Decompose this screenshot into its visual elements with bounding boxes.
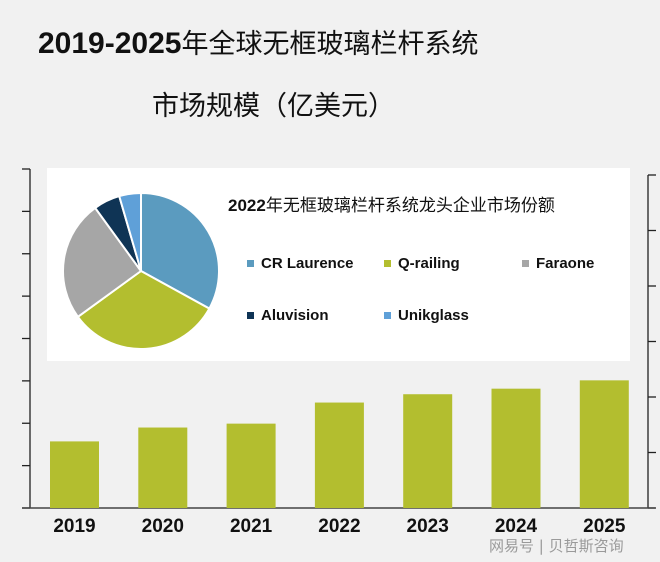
bars	[50, 380, 629, 508]
legend-item-aluvision: Aluvision	[247, 307, 329, 324]
pie-title: 2022年无框玻璃栏杆系统龙头企业市场份额	[228, 191, 555, 216]
legend-swatch	[384, 312, 391, 319]
legend-label: Faraone	[536, 255, 595, 272]
pie-slices	[62, 191, 220, 350]
pie-slice-unikglass	[117, 191, 142, 272]
watermark: 网易号 | 贝哲斯咨询	[489, 537, 624, 555]
x-label-2022: 2022	[318, 516, 361, 537]
legend-swatch	[247, 260, 254, 267]
chart-title-line1: 2019-2025年全球无框玻璃栏杆系统	[38, 22, 478, 61]
bar-2021	[226, 423, 276, 508]
legend-item-cr-laurence: CR Laurence	[247, 255, 354, 272]
pie-slice-cr-laurence	[140, 191, 220, 310]
legend-label: Q-railing	[398, 255, 460, 272]
legend-swatch	[384, 260, 391, 267]
legend-label: Unikglass	[398, 307, 469, 324]
bar-2020	[138, 427, 188, 508]
x-label-2021: 2021	[229, 516, 273, 537]
legend-swatch	[522, 260, 529, 267]
bar-2019	[50, 441, 99, 508]
legend-item-unikglass: Unikglass	[384, 307, 469, 324]
bar-2023	[403, 394, 453, 508]
chart-title-line2: 市场规模（亿美元）	[152, 91, 395, 122]
legend-item-faraone: Faraone	[522, 255, 594, 272]
pie-title-year: 2022	[228, 196, 266, 215]
bar-2024	[491, 388, 541, 508]
x-label-2019: 2019	[53, 516, 96, 537]
x-label-2020: 2020	[141, 516, 184, 537]
pie-title-text: 年无框玻璃栏杆系统龙头企业市场份额	[265, 196, 555, 216]
pie-slice-q-railing	[76, 269, 211, 350]
pie-slice-faraone	[62, 206, 143, 319]
x-label-2025: 2025	[583, 516, 626, 537]
bar-2025	[579, 380, 629, 508]
x-label-2023: 2023	[406, 516, 449, 537]
legend-item-q-railing: Q-railing	[384, 255, 460, 272]
bar-2022	[314, 402, 364, 508]
legend-swatch	[247, 312, 254, 319]
title-text: 年全球无框玻璃栏杆系统	[181, 29, 479, 60]
x-label-2024: 2024	[494, 516, 538, 537]
title-years: 2019-2025	[38, 27, 182, 60]
legend-label: CR Laurence	[261, 255, 354, 272]
legend-label: Aluvision	[261, 307, 329, 324]
